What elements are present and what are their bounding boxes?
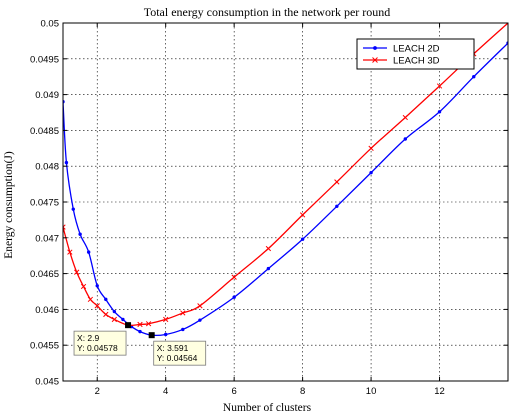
- data-point: [137, 321, 143, 328]
- data-point: [86, 250, 91, 254]
- plot-area: 2 4 6 8 10 12 0.045 0.0455 0.046 0.0465 0.047 0.047…: [30, 19, 509, 397]
- legend-item: LEACH 3D: [363, 56, 440, 67]
- data-point: [437, 110, 442, 114]
- series-line: [63, 42, 508, 337]
- legend-marker: [372, 57, 378, 63]
- data-point: [369, 170, 373, 175]
- data-point: [163, 332, 168, 337]
- x-tick-label: 10: [366, 386, 377, 397]
- data-point: [163, 316, 169, 323]
- data-point: [112, 309, 117, 314]
- data-point: [198, 318, 202, 322]
- datatip-text: Y: 0.04564: [157, 353, 198, 363]
- data-point: [74, 269, 80, 275]
- y-tick-label: 0.046: [35, 305, 59, 316]
- datatip-text: X: 3.591: [157, 343, 189, 353]
- y-tick-label: 0.0475: [30, 198, 59, 209]
- data-point: [266, 266, 271, 271]
- datatip-text: X: 2.9: [77, 333, 99, 343]
- data-point: [80, 283, 87, 290]
- data-point: [265, 245, 272, 252]
- data-point: [197, 303, 203, 309]
- y-tick-label: 0.047: [35, 233, 59, 244]
- data-point: [111, 316, 117, 323]
- legend-box: [356, 38, 475, 70]
- data-point: [145, 321, 152, 327]
- data-point: [104, 297, 108, 302]
- data-point: [78, 232, 82, 236]
- y-axis-label: Energy consumption(J): [3, 151, 15, 259]
- data-point: [505, 23, 508, 26]
- y-tick-label: 0.0485: [30, 126, 59, 137]
- x-tick-label: 8: [300, 386, 305, 397]
- data-point: [402, 114, 408, 121]
- data-point: [403, 137, 408, 141]
- datatip[interactable]: X: 2.9Y: 0.04578: [73, 322, 132, 356]
- data-point: [67, 249, 73, 255]
- chart-title: Total energy consumption in the network …: [144, 5, 391, 19]
- data-point: [472, 75, 476, 79]
- data-point: [334, 179, 340, 185]
- y-tick-label: 0.05: [41, 19, 60, 30]
- datatip-box: [153, 340, 207, 366]
- data-point: [232, 295, 236, 299]
- data-point: [368, 145, 374, 151]
- data-point: [121, 317, 125, 322]
- data-point: [94, 303, 100, 309]
- data-point: [299, 212, 306, 218]
- x-tick-label: 4: [163, 386, 168, 397]
- data-point: [181, 327, 185, 332]
- y-tick-label: 0.048: [35, 162, 59, 173]
- y-tick-label: 0.045: [35, 377, 59, 388]
- data-point: [231, 274, 237, 280]
- data-point: [138, 329, 142, 334]
- data-point: [63, 224, 66, 230]
- data-point: [180, 310, 186, 316]
- legend-label: LEACH 3D: [393, 56, 440, 67]
- x-axis-label: Number of clusters: [223, 402, 312, 414]
- data-point: [95, 284, 99, 288]
- x-tick-label: 12: [434, 386, 445, 397]
- x-tick-label: 2: [95, 386, 100, 397]
- data-point: [103, 311, 109, 318]
- y-tick-label: 0.0495: [30, 54, 59, 65]
- plot-background: [63, 23, 508, 381]
- ticks: 2 4 6 8 10 12 0.045 0.0455 0.046 0.0465 0.047 0.047…: [30, 19, 508, 397]
- legend-label: LEACH 2D: [393, 44, 440, 55]
- data-point: [87, 296, 94, 303]
- datatip-text: Y: 0.04578: [77, 343, 118, 353]
- datatip-box: [73, 330, 127, 356]
- datatip-marker: [125, 322, 132, 329]
- data-point: [335, 204, 339, 208]
- y-tick-label: 0.0465: [30, 269, 59, 280]
- legend-item: LEACH 2D: [363, 44, 440, 55]
- datatip-marker: [148, 332, 155, 339]
- data-point: [64, 160, 69, 165]
- y-tick-label: 0.049: [35, 90, 59, 101]
- legend-marker: [373, 46, 377, 50]
- data-point: [71, 207, 75, 211]
- data-point: [436, 83, 443, 89]
- data-point: [300, 237, 305, 241]
- x-tick-label: 6: [232, 386, 237, 397]
- y-tick-label: 0.0455: [30, 341, 59, 352]
